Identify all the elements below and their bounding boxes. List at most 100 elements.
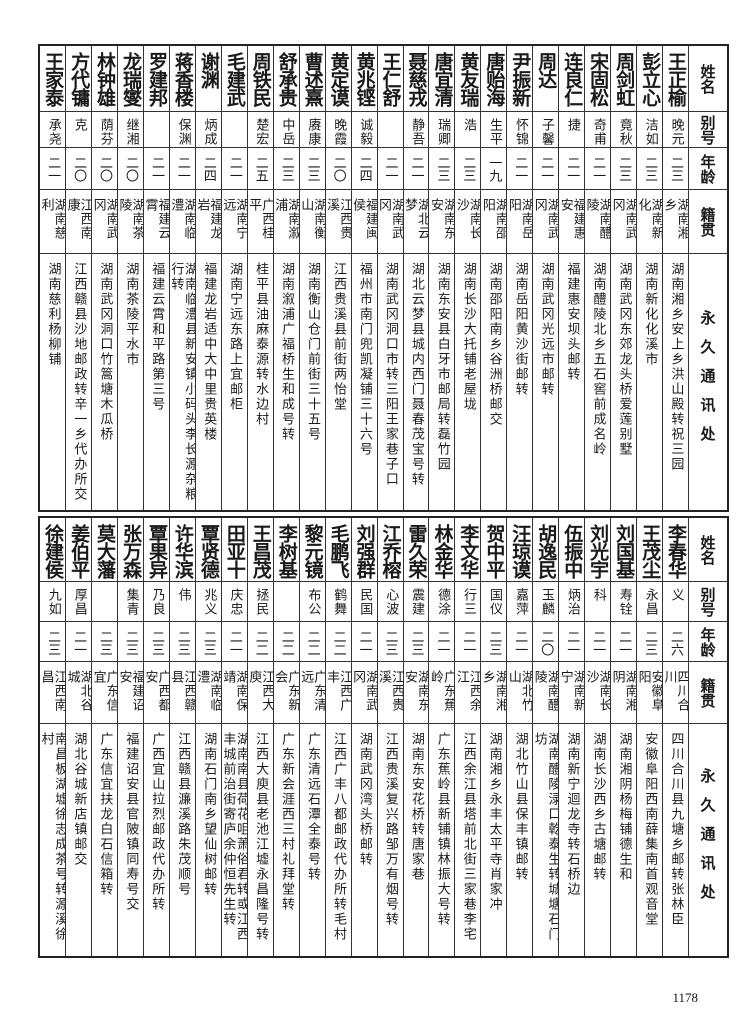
person-age: 二三 — [382, 630, 398, 656]
person-age: 二一 — [460, 630, 476, 656]
cell-alias: 行三 — [455, 582, 481, 622]
person-address: 湖南临澧县新安镇小码头李长源杂粮行转 — [169, 262, 195, 502]
person-column: 姜伯平 厚昌 二一 湖北谷城 湖北谷城新店镇邮交 — [65, 518, 92, 956]
cell-name: 林金华 — [429, 518, 455, 582]
person-alias: 拯民 — [253, 588, 269, 616]
cell-hometown: 湖南衡山 — [299, 190, 325, 254]
cell-address: 湖南长沙大托铺老屋垅 — [455, 254, 480, 510]
person-address: 广西宜山拉烈邮政代办所转 — [149, 732, 165, 912]
header-label-hometown: 籍贯 — [698, 677, 717, 708]
person-alias: 永昌 — [642, 588, 658, 616]
person-alias: 嘉萍 — [512, 588, 528, 616]
cell-alias: 玉麟 — [533, 582, 559, 622]
person-address: 湖南东安花桥转唐家巷 — [408, 732, 424, 882]
cell-alias: 生平 — [481, 112, 507, 148]
person-column: 谢渊 炳成 二四 福建龙岩 福建龙岩适中大中里贵英楼 — [194, 46, 221, 510]
cell-address: 江西贵溪复兴路邹万有烟号转 — [378, 724, 403, 956]
cell-hometown: 湖南茶陵 — [118, 190, 143, 254]
cell-name: 黄兆铿 — [351, 46, 377, 112]
person-column: 龙瑞燮 继湘 二〇 湖南茶陵 湖南茶陵平水市 — [117, 46, 143, 510]
person-column: 田亚十 庆忠 二一 湖南保靖 湖南南县荷花咀萧俗君转或江西丰城前治街寄庐余仲恒先生转 — [220, 518, 247, 956]
cell-name: 莫大藩 — [92, 518, 118, 582]
person-age: 二三 — [642, 156, 658, 182]
header-cell-name: 姓名 — [689, 46, 727, 112]
person-hometown: 福建惠安 — [559, 198, 585, 240]
person-alias: 集青 — [123, 588, 139, 616]
person-name: 许华滨 — [171, 524, 194, 578]
cell-hometown: 广东信宜 — [92, 662, 118, 724]
cell-hometown: 福建闽侯 — [351, 190, 377, 254]
person-age: 二一 — [538, 156, 554, 182]
cell-alias: 心波 — [377, 582, 403, 622]
person-name: 林金华 — [431, 524, 454, 578]
person-alias: 浩 — [461, 118, 477, 132]
cell-alias: 克 — [66, 112, 92, 148]
header-label-age: 年龄 — [698, 626, 717, 657]
cell-hometown: 湖南宁远 — [221, 190, 247, 254]
cell-address: 湖南临澧县新安镇小码头李长源杂粮行转 — [170, 254, 195, 510]
person-column: 刘强群 民国 二一 湖南武冈 湖南武冈湾头桥邮转 — [350, 518, 377, 956]
cell-hometown: 湖南醴陵 — [533, 662, 559, 724]
cell-name: 姜伯平 — [66, 518, 92, 582]
person-column: 覃果异 乃良 二三 广西都安 广西宜山拉烈邮政代办所转 — [142, 518, 169, 956]
cell-hometown: 湖北竹山 — [507, 662, 533, 724]
person-address: 湖南岳阳黄沙街邮转 — [512, 262, 528, 397]
cell-alias: 继湘 — [118, 112, 143, 148]
cell-address: 湖北竹山县保丰镇邮转 — [507, 724, 532, 956]
cell-age: 二三 — [403, 622, 429, 662]
cell-alias: 寿铨 — [611, 582, 637, 622]
person-hometown: 江西南康 — [66, 198, 92, 240]
cell-age: 二三 — [40, 622, 66, 662]
cell-hometown: 湖南醴陵 — [585, 190, 611, 254]
person-age: 二三 — [278, 156, 294, 182]
person-hometown: 湖南武冈 — [92, 198, 118, 240]
person-alias: 晚霞 — [331, 118, 347, 146]
person-age: 二一 — [616, 630, 632, 656]
cell-age: 二一 — [221, 622, 247, 662]
person-name: 王茂尘 — [639, 524, 662, 578]
cell-age: 二二 — [247, 622, 273, 662]
cell-address: 湖南南县荷花咀萧俗君转或江西丰城前治街寄庐余仲恒先生转 — [222, 724, 247, 956]
person-address: 湖南湘乡永丰太平寺肖家冲 — [486, 732, 502, 912]
cell-address: 湖南宁远东路上宜邮柜 — [222, 254, 247, 510]
cell-name: 伍振中 — [559, 518, 585, 582]
cell-name: 王正榆 — [663, 46, 688, 112]
cell-alias: 乃良 — [143, 582, 169, 622]
page-number: 1178 — [672, 990, 698, 1005]
header-label-alias: 别号 — [698, 114, 717, 145]
cell-age: 二一 — [611, 622, 637, 662]
person-age: 二三 — [668, 156, 684, 182]
cell-age: 二三 — [481, 622, 507, 662]
person-alias: 九如 — [45, 588, 61, 616]
person-address: 湖南武冈洞口市转三阳王家巷子口 — [382, 262, 398, 487]
cell-hometown: 湖南新化 — [637, 190, 663, 254]
person-name: 聂慈戎 — [405, 52, 428, 106]
cell-alias: 国仪 — [481, 582, 507, 622]
person-hometown: 湖南临澧 — [169, 198, 195, 240]
person-age: 二一 — [408, 156, 424, 182]
person-address: 广东蕉岭县新铺镇林振大号转 — [434, 732, 450, 927]
person-hometown: 湖南武冈 — [533, 198, 559, 240]
cell-age: 二〇 — [92, 148, 118, 190]
cell-address: 江西大庾县老池江墟永昌隆号转 — [248, 724, 273, 956]
person-hometown: 湖南醴陵 — [533, 670, 559, 712]
cell-name: 李文华 — [455, 518, 481, 582]
person-name: 毛鹏飞 — [327, 524, 350, 578]
cell-name: 黄定谟 — [325, 46, 351, 112]
person-age: 二三 — [434, 156, 450, 182]
cell-alias: 伟 — [169, 582, 195, 622]
cell-name: 王家泰 — [40, 46, 66, 112]
cell-age: 二〇 — [118, 148, 143, 190]
person-hometown: 湖南衡山 — [299, 198, 325, 240]
person-hometown: 江西大庾 — [247, 670, 273, 712]
person-address: 湖南武冈湾头桥邮转 — [356, 732, 372, 867]
person-address: 湖北云梦县城内西门聂春茂宝号转 — [408, 262, 424, 487]
person-alias: 民国 — [357, 588, 373, 616]
person-name: 李文华 — [457, 524, 480, 578]
person-alias: 克 — [71, 118, 87, 132]
cell-alias — [143, 112, 169, 148]
person-column: 江乔榕 心波 二三 江西贵溪 江西贵溪复兴路邹万有烟号转 — [376, 518, 403, 956]
cell-alias: 炳成 — [195, 112, 221, 148]
person-column: 胡逸民 玉麟 二〇 湖南醴陵 湖南醴陵渌口乾泰生转城塘石门坊 — [532, 518, 559, 956]
cell-name: 连良仁 — [559, 46, 585, 112]
